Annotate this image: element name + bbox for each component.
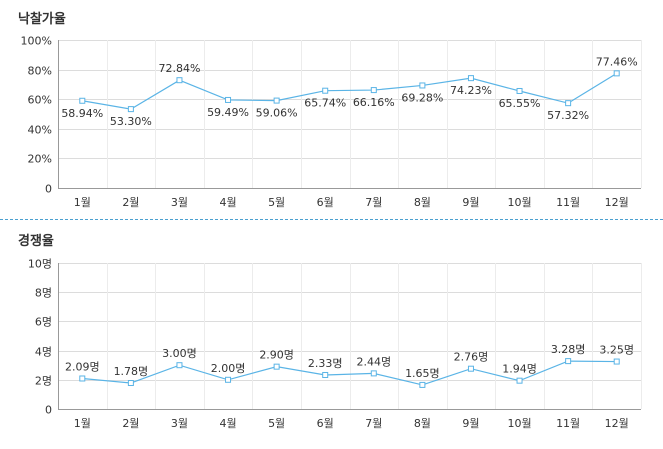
c1-data-label: 57.32% (547, 109, 589, 122)
c2-data-label: 2.33명 (308, 357, 343, 370)
c1-data-label: 59.06% (256, 107, 298, 120)
section-divider (0, 219, 663, 220)
c1-y-tick-label: 60% (28, 94, 52, 107)
c2-x-tick-label: 11월 (556, 417, 580, 430)
c2-x-tick-label: 1월 (74, 417, 91, 430)
c2-data-label: 1.65명 (405, 367, 440, 380)
c1-data-label: 53.30% (110, 115, 152, 128)
c1-data-label: 69.28% (401, 91, 443, 104)
c1-x-tick-label: 4월 (219, 196, 236, 209)
c1-data-label: 72.84% (158, 62, 200, 75)
c1-data-label: 59.49% (207, 106, 249, 119)
c1-y-tick-label: 20% (28, 153, 52, 166)
c1-y-tick-label: 40% (28, 124, 52, 137)
c1-x-tick-label: 7월 (365, 196, 382, 209)
c2-data-point (516, 377, 523, 384)
c2-y-tick-label: 0 (45, 404, 52, 417)
c2-data-point (322, 371, 329, 378)
c1-data-point (370, 87, 377, 94)
c1-x-tick-label: 6월 (317, 196, 334, 209)
c2-data-label: 2.90명 (259, 349, 294, 362)
c2-data-label: 2.44명 (356, 355, 391, 368)
c1-data-point (127, 106, 134, 113)
c2-y-tick-label: 10명 (28, 258, 52, 271)
bid-rate-chart: 0 20% 40% 60% 80% 100% 1월 2월 3월 4월 5월 6월 7월 8월 9월 10월 11… (21, 35, 642, 209)
c1-data-label: 74.23% (450, 84, 492, 97)
bid-rate-title: 낙찰가율 (18, 12, 66, 27)
c2-x-tick-label: 2월 (122, 417, 139, 430)
c2-data-point (127, 380, 134, 387)
c2-data-label: 1.78명 (114, 365, 149, 378)
c1-data-point (516, 87, 523, 94)
c1-x-tick-label: 5월 (268, 196, 285, 209)
c1-series-line (82, 72, 618, 110)
c2-x-tick-label: 8월 (414, 417, 431, 430)
c2-x-tick-label: 12월 (605, 417, 629, 430)
competition-rate-title: 경쟁율 (18, 234, 54, 249)
c2-y-tick-label: 2명 (35, 375, 52, 388)
c2-data-label: 3.00명 (162, 347, 197, 360)
c1-x-tick-label: 10월 (507, 196, 531, 209)
c2-data-label: 2.00명 (211, 362, 246, 375)
c2-x-tick-label: 3월 (171, 417, 188, 430)
c2-data-point (613, 358, 620, 365)
c2-data-point (565, 358, 572, 365)
c1-data-label: 65.55% (499, 97, 541, 110)
c1-data-point (565, 100, 572, 107)
c1-y-tick-label: 100% (21, 35, 52, 48)
c1-data-point (467, 75, 474, 82)
c2-data-point (79, 375, 86, 382)
c2-data-point (225, 376, 232, 383)
c1-data-point (322, 87, 329, 94)
c2-data-point (273, 363, 280, 370)
c1-x-tick-label: 1월 (74, 196, 91, 209)
c2-data-label: 2.76명 (454, 351, 489, 364)
c2-data-label: 1.94명 (502, 363, 537, 376)
c2-y-tick-label: 6명 (35, 316, 52, 329)
c1-data-label: 77.46% (596, 55, 638, 68)
c2-y-tick-label: 4명 (35, 346, 52, 359)
c1-data-point (613, 70, 620, 77)
c1-data-point (176, 77, 183, 84)
c1-data-point (273, 97, 280, 104)
c2-data-point (419, 381, 426, 388)
c2-data-point (467, 365, 474, 372)
c1-x-tick-label: 12월 (605, 196, 629, 209)
c1-data-label: 65.74% (304, 97, 346, 110)
c1-x-tick-label: 3월 (171, 196, 188, 209)
c2-x-tick-label: 5월 (268, 417, 285, 430)
c1-data-point (79, 97, 86, 104)
c2-data-label: 3.25명 (599, 344, 634, 357)
c1-x-tick-label: 9월 (462, 196, 479, 209)
c1-y-tick-label: 0 (45, 183, 52, 196)
c1-x-tick-label: 8월 (414, 196, 431, 209)
c2-x-tick-label: 6월 (317, 417, 334, 430)
c2-x-tick-label: 7월 (365, 417, 382, 430)
c2-data-point (176, 362, 183, 369)
c1-data-label: 66.16% (353, 96, 395, 109)
c2-series-line (82, 360, 617, 386)
c1-data-point (225, 96, 232, 103)
c1-data-label: 58.94% (61, 107, 103, 120)
c2-x-tick-label: 4월 (219, 417, 236, 430)
c1-data-point (419, 82, 426, 89)
c1-y-tick-label: 80% (28, 65, 52, 78)
c2-x-tick-label: 9월 (462, 417, 479, 430)
c2-data-label: 2.09명 (65, 360, 100, 373)
c1-x-tick-label: 2월 (122, 196, 139, 209)
c1-x-tick-label: 11월 (556, 196, 580, 209)
c2-x-tick-label: 10월 (507, 417, 531, 430)
c2-y-tick-label: 8명 (35, 287, 52, 300)
c2-data-label: 3.28명 (551, 343, 586, 356)
c2-data-point (370, 370, 377, 377)
